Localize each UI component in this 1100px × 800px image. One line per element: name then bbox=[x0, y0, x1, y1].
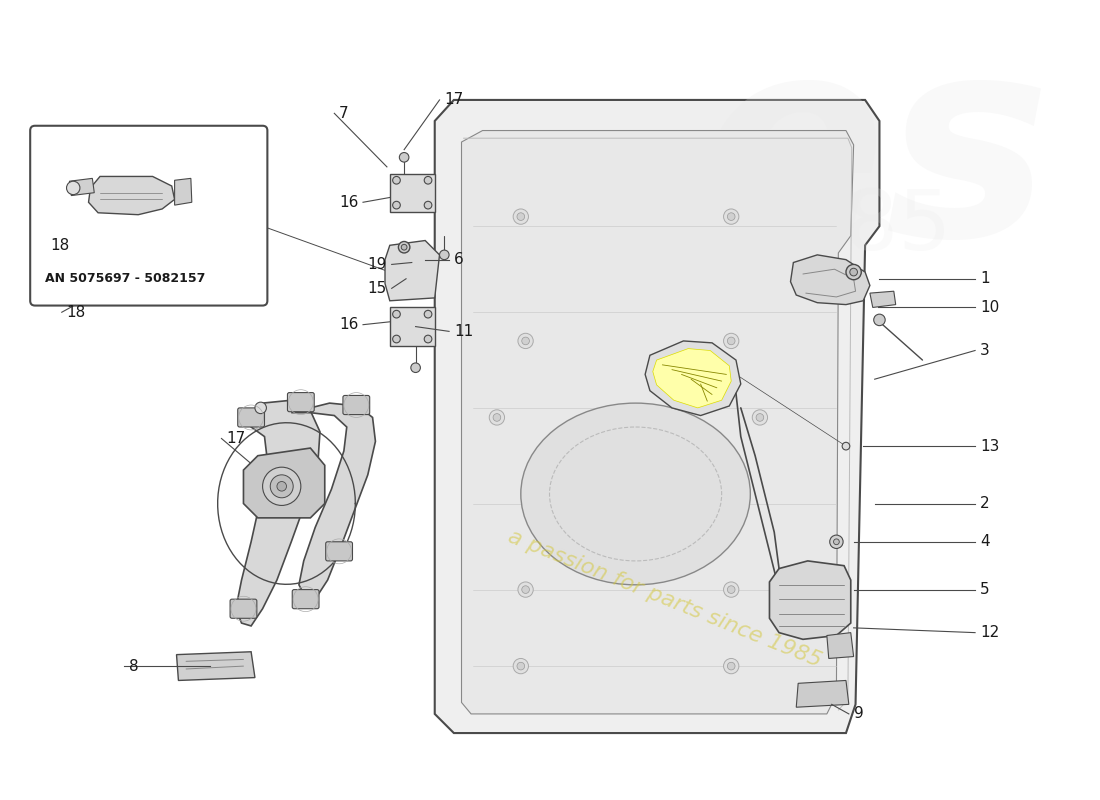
Text: 1: 1 bbox=[980, 271, 990, 286]
Circle shape bbox=[425, 335, 432, 343]
Circle shape bbox=[393, 177, 400, 184]
Circle shape bbox=[514, 209, 528, 224]
Circle shape bbox=[517, 213, 525, 221]
Circle shape bbox=[829, 535, 843, 549]
Circle shape bbox=[518, 582, 534, 598]
Polygon shape bbox=[243, 448, 324, 518]
Circle shape bbox=[410, 363, 420, 373]
FancyBboxPatch shape bbox=[230, 599, 257, 618]
Circle shape bbox=[398, 242, 410, 253]
Circle shape bbox=[521, 337, 529, 345]
FancyBboxPatch shape bbox=[238, 408, 264, 427]
FancyBboxPatch shape bbox=[326, 542, 352, 561]
Text: 17: 17 bbox=[444, 93, 463, 107]
Circle shape bbox=[393, 310, 400, 318]
FancyBboxPatch shape bbox=[343, 395, 370, 414]
Polygon shape bbox=[176, 652, 255, 681]
Text: 17: 17 bbox=[227, 431, 245, 446]
Circle shape bbox=[724, 658, 739, 674]
Polygon shape bbox=[796, 681, 849, 707]
Polygon shape bbox=[462, 130, 854, 714]
Text: 5: 5 bbox=[980, 582, 990, 597]
Text: 8: 8 bbox=[129, 658, 139, 674]
Circle shape bbox=[66, 182, 80, 194]
Circle shape bbox=[517, 662, 525, 670]
Text: 9: 9 bbox=[854, 706, 864, 722]
Circle shape bbox=[493, 414, 500, 422]
Circle shape bbox=[518, 334, 534, 349]
Text: 3: 3 bbox=[980, 343, 990, 358]
Circle shape bbox=[843, 442, 850, 450]
Text: 19: 19 bbox=[367, 257, 387, 272]
Circle shape bbox=[263, 467, 300, 506]
Circle shape bbox=[425, 202, 432, 209]
Circle shape bbox=[850, 268, 858, 276]
Circle shape bbox=[752, 410, 768, 425]
Text: 16: 16 bbox=[339, 317, 359, 332]
Polygon shape bbox=[88, 177, 175, 214]
Text: AN 5075697 - 5082157: AN 5075697 - 5082157 bbox=[44, 272, 205, 286]
Circle shape bbox=[846, 265, 861, 280]
Text: 12: 12 bbox=[980, 625, 999, 640]
Circle shape bbox=[521, 586, 529, 594]
Polygon shape bbox=[69, 178, 95, 195]
Text: 7: 7 bbox=[339, 106, 349, 121]
Circle shape bbox=[440, 250, 449, 260]
Circle shape bbox=[834, 539, 839, 545]
FancyBboxPatch shape bbox=[293, 590, 319, 609]
Polygon shape bbox=[434, 100, 880, 733]
Text: 11: 11 bbox=[454, 324, 473, 339]
Text: 18: 18 bbox=[66, 305, 86, 320]
Text: 1985: 1985 bbox=[740, 186, 953, 266]
Polygon shape bbox=[175, 178, 191, 205]
Polygon shape bbox=[827, 633, 854, 658]
Polygon shape bbox=[389, 307, 434, 346]
Circle shape bbox=[277, 482, 286, 491]
Polygon shape bbox=[292, 403, 375, 599]
Circle shape bbox=[873, 314, 886, 326]
Polygon shape bbox=[385, 241, 440, 301]
Polygon shape bbox=[791, 255, 870, 305]
Circle shape bbox=[727, 213, 735, 221]
Circle shape bbox=[399, 153, 409, 162]
Circle shape bbox=[425, 310, 432, 318]
Text: 10: 10 bbox=[980, 300, 999, 315]
FancyBboxPatch shape bbox=[287, 393, 315, 412]
Text: 18: 18 bbox=[51, 238, 69, 253]
Circle shape bbox=[393, 335, 400, 343]
Circle shape bbox=[724, 582, 739, 598]
Text: 16: 16 bbox=[339, 194, 359, 210]
Circle shape bbox=[490, 410, 505, 425]
Polygon shape bbox=[235, 400, 320, 626]
Circle shape bbox=[402, 244, 407, 250]
Circle shape bbox=[756, 414, 763, 422]
Circle shape bbox=[727, 662, 735, 670]
Circle shape bbox=[425, 177, 432, 184]
Circle shape bbox=[724, 334, 739, 349]
Text: 15: 15 bbox=[367, 281, 387, 296]
Circle shape bbox=[514, 658, 528, 674]
Polygon shape bbox=[770, 561, 850, 639]
Polygon shape bbox=[870, 291, 895, 307]
Polygon shape bbox=[652, 349, 732, 408]
Ellipse shape bbox=[520, 403, 750, 585]
Text: es: es bbox=[697, 24, 1052, 294]
FancyBboxPatch shape bbox=[30, 126, 267, 306]
Text: 6: 6 bbox=[454, 252, 463, 267]
Polygon shape bbox=[645, 341, 740, 415]
Circle shape bbox=[255, 402, 266, 414]
Text: a passion for parts since 1985: a passion for parts since 1985 bbox=[505, 527, 824, 671]
Polygon shape bbox=[389, 174, 434, 212]
Circle shape bbox=[724, 209, 739, 224]
Circle shape bbox=[271, 475, 294, 498]
Circle shape bbox=[727, 586, 735, 594]
Text: 2: 2 bbox=[980, 496, 990, 511]
Text: 4: 4 bbox=[980, 534, 990, 550]
Circle shape bbox=[393, 202, 400, 209]
Text: 13: 13 bbox=[980, 438, 999, 454]
Circle shape bbox=[727, 337, 735, 345]
